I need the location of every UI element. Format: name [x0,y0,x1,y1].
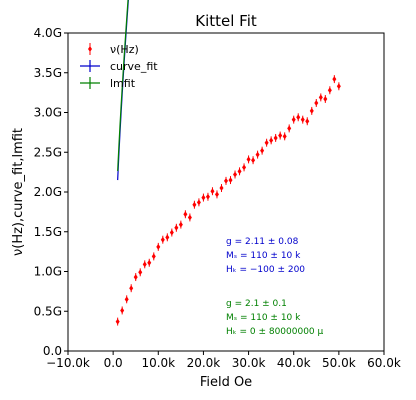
data-point [260,147,265,154]
data-point [219,185,224,192]
data-point [124,296,129,303]
y-tick-label: 4.0G [34,26,62,40]
data-point [151,253,156,260]
data-point [174,224,179,231]
data-point [318,94,323,101]
data-point [138,269,143,276]
data-point [255,151,260,158]
x-tick-label: 0.0 [104,356,123,370]
data-point [129,285,134,292]
data-point [142,261,147,268]
fit-annotations: g = 2.11 ± 0.08 Mₛ = 110 ± 10 k Hₖ = −100 … [226,237,324,337]
annotation-line: g = 2.1 ± 0.1 [226,299,287,309]
data-point [237,168,242,175]
data-point [314,99,319,106]
annotation-line: Mₛ = 110 ± 10 k [226,251,301,261]
data-point [214,191,219,198]
data-point [278,132,283,139]
data-point [264,139,269,146]
y-tick-label: 1.0G [34,265,62,279]
data-point [228,177,233,184]
data-point [224,177,228,184]
data-point [291,116,296,123]
y-tick-label: 3.5G [34,66,62,80]
data-point [332,76,337,83]
x-tick-label: 60.0k [367,356,401,370]
y-tick-label: 0.5G [34,304,62,318]
data-point [309,107,314,114]
x-tick-label: 20.0k [187,356,221,370]
data-point [196,199,201,206]
data-point [327,87,332,94]
legend-label: lmfit [110,77,136,90]
data-point [201,194,206,201]
x-tick-label: 30.0k [232,356,266,370]
data-point [246,156,251,163]
annotation-line: g = 2.11 ± 0.08 [226,237,299,247]
y-tick-label: 1.5G [34,225,62,239]
y-tick-label: 2.5G [34,145,62,159]
data-point [287,125,292,132]
data-point [183,211,188,218]
data-point [233,171,238,178]
legend-point-marker [88,46,92,52]
x-tick-label: 10.0k [141,356,175,370]
data-point [323,95,328,102]
y-tick-label: 3.0G [34,106,62,120]
data-point [178,221,183,228]
x-tick-label: −10.0k [46,356,90,370]
data-point [296,114,301,121]
data-point [160,236,165,243]
data-point [269,137,274,144]
data-point [282,133,287,140]
legend-label: curve_fit [110,60,158,73]
data-point [133,274,138,281]
annotation-line: Mₛ = 110 ± 10 k [226,313,301,323]
data-point [192,201,197,208]
data-point [273,134,278,141]
annotation-line: Hₖ = −100 ± 200 [226,265,305,275]
data-point [147,259,152,266]
data-point [165,234,170,241]
annotation-line: Hₖ = 0 ± 80000000 μ [226,327,324,337]
data-point [115,318,120,325]
data-point [251,157,256,164]
x-tick-label: 50.0k [322,356,356,370]
x-tick-label: 40.0k [277,356,311,370]
x-axis-label: Field Oe [200,375,252,390]
data-point [169,229,174,236]
data-point [305,118,310,125]
y-tick-label: 0.0 [43,344,62,358]
data-point [187,214,192,221]
data-point [336,83,341,90]
data-points [115,75,341,326]
data-point [205,193,210,200]
x-axis: −10.0k 0.0 10.0k 20.0k 30.0k 40.0k 50.0k 60.0k [46,351,401,370]
data-point [300,116,305,123]
y-tick-label: 2.0G [34,185,62,199]
data-point [242,164,247,171]
data-point [120,307,125,314]
legend-label: ν(Hz) [110,43,139,56]
data-point [210,188,215,195]
data-point [156,243,161,250]
y-axis: 0.0 0.5G 1.0G 1.5G 2.0G 2.5G 3.0G 3.5G 4.0G [34,26,68,358]
y-axis-label: ν(Hz),curve_fit,lmfit [11,128,26,256]
chart-title: Kittel Fit [195,12,257,30]
